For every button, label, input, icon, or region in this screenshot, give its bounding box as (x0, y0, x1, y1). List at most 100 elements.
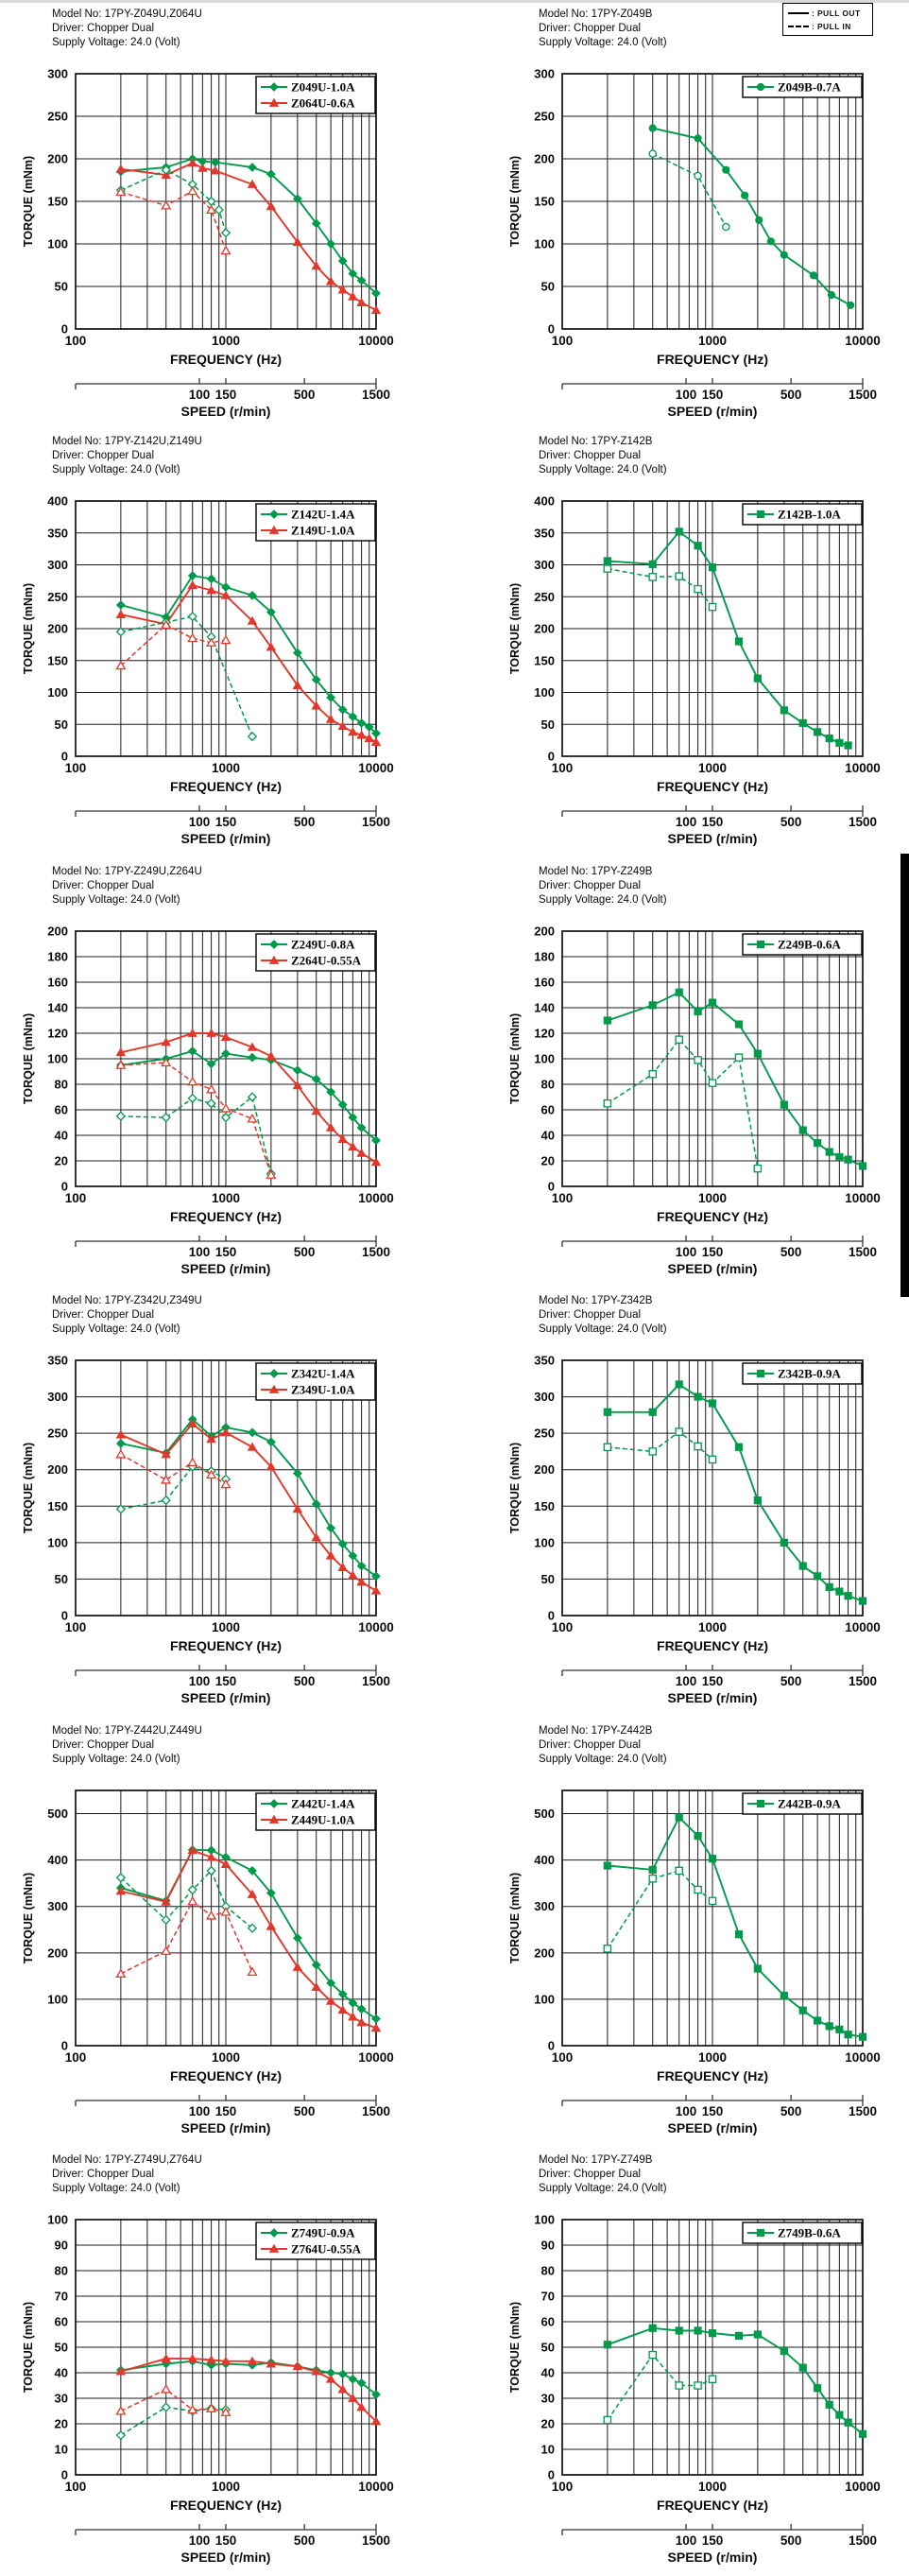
chart-header: Model No: 17PY-Z342B Driver: Chopper Dua… (539, 1294, 667, 1337)
svg-text:Z264U-0.55A: Z264U-0.55A (291, 954, 362, 968)
series-pull_out-0 (603, 527, 852, 750)
gridlines (562, 1359, 863, 1616)
series-pull_out-0 (603, 988, 867, 1170)
svg-text:120: 120 (534, 1027, 555, 1041)
svg-text:150: 150 (215, 2533, 237, 2548)
svg-text:100: 100 (47, 237, 68, 251)
series-pull_out-1 (115, 158, 382, 315)
svg-text:90: 90 (541, 2239, 555, 2253)
x-axis-tick-labels: 100 1000 10000 (552, 1620, 881, 1634)
svg-text:160: 160 (534, 976, 555, 990)
svg-text:100: 100 (552, 761, 574, 775)
svg-text:1000: 1000 (212, 2050, 240, 2065)
svg-text:Z249U-0.8A: Z249U-0.8A (291, 938, 355, 952)
svg-text:100: 100 (65, 2480, 87, 2494)
svg-text:200: 200 (534, 622, 555, 636)
svg-text:500: 500 (294, 1674, 316, 1688)
model-no: Model No: 17PY-Z249U,Z264U (52, 866, 202, 877)
model-no: Model No: 17PY-Z342B (539, 1295, 653, 1306)
svg-text:Z442B-0.9A: Z442B-0.9A (778, 1797, 841, 1811)
torque-axis-label: TORQUE (mNm) (508, 2302, 522, 2393)
y-axis-tick-labels: 0 50 100 150 200 250 300 350 (534, 1354, 555, 1623)
svg-text:150: 150 (215, 1674, 237, 1688)
svg-text:1500: 1500 (362, 388, 390, 402)
chart-header: Model No: 17PY-Z049B Driver: Chopper Dua… (539, 8, 667, 50)
svg-text:150: 150 (702, 2104, 724, 2118)
torque-axis-label: TORQUE (mNm) (508, 1013, 522, 1104)
y-axis-tick-labels: 0 50 100 150 200 250 300 350 400 (534, 494, 555, 764)
svg-text:10000: 10000 (845, 1191, 881, 1205)
svg-text:150: 150 (534, 1499, 555, 1513)
chart-cell-z249u: Model No: 17PY-Z249U,Z264U Driver: Chopp… (0, 857, 437, 1285)
model-no: Model No: 17PY-Z749U,Z764U (52, 2154, 202, 2166)
y-axis-tick-labels: 0 50 100 150 200 250 300 350 (47, 1354, 68, 1623)
svg-text:200: 200 (47, 1945, 68, 1960)
series-pull_in-3 (115, 185, 232, 255)
series-pull_out-1 (115, 579, 382, 747)
svg-text:150: 150 (702, 1245, 724, 1259)
supply-voltage-line: Supply Voltage: 24.0 (Volt) (539, 37, 667, 48)
speed-axis-label: SPEED (r/min) (668, 831, 758, 846)
svg-text:100: 100 (534, 1992, 555, 2006)
svg-text:1000: 1000 (698, 1620, 727, 1634)
supply-voltage-line: Supply Voltage: 24.0 (Volt) (539, 2183, 667, 2194)
svg-text:100: 100 (65, 1191, 87, 1205)
dashed-line-sample (788, 26, 809, 27)
model-no: Model No: 17PY-Z342U,Z349U (52, 1295, 202, 1306)
svg-text:0: 0 (548, 2039, 555, 2053)
svg-text:140: 140 (47, 1001, 68, 1015)
svg-text:200: 200 (534, 1462, 555, 1477)
svg-text:1500: 1500 (849, 2533, 877, 2548)
svg-text:1000: 1000 (212, 1620, 240, 1634)
driver-line: Driver: Chopper Dual (539, 23, 642, 34)
frequency-axis-label: FREQUENCY (Hz) (170, 1209, 282, 1224)
svg-text:300: 300 (534, 1899, 555, 1913)
driver-line: Driver: Chopper Dual (539, 1739, 642, 1751)
svg-text:150: 150 (215, 388, 237, 402)
svg-text:100: 100 (552, 1191, 574, 1205)
svg-text:100: 100 (676, 388, 697, 402)
svg-text:Z449U-1.0A: Z449U-1.0A (291, 1813, 355, 1827)
svg-text:100: 100 (189, 815, 211, 829)
speed-ruler: 100 150 500 1500 (561, 2095, 877, 2118)
svg-text:80: 80 (55, 1078, 68, 1092)
chart-header: Model No: 17PY-Z442B Driver: Chopper Dua… (539, 1724, 667, 1767)
svg-text:100: 100 (534, 1535, 555, 1549)
speed-axis-label: SPEED (r/min) (668, 2550, 758, 2565)
driver-line: Driver: Chopper Dual (539, 450, 642, 461)
svg-text:250: 250 (47, 1426, 68, 1441)
chart-cell-z049b: Model No: 17PY-Z049B Driver: Chopper Dua… (487, 0, 909, 427)
svg-text:250: 250 (47, 590, 68, 604)
svg-text:Z749U-0.9A: Z749U-0.9A (291, 2226, 355, 2240)
svg-text:150: 150 (534, 195, 555, 209)
svg-text:0: 0 (61, 1609, 68, 1623)
svg-text:0: 0 (548, 750, 555, 764)
svg-text:Z249B-0.6A: Z249B-0.6A (778, 938, 841, 952)
x-axis-tick-labels: 100 1000 10000 (552, 1191, 881, 1205)
svg-text:50: 50 (541, 280, 555, 294)
svg-text:0: 0 (61, 2039, 68, 2053)
torque-frequency-chart: 0 50 100 150 200 250 300 350 400 100 1000 10000 FREQ… (22, 494, 394, 847)
svg-text:10: 10 (541, 2443, 555, 2457)
series-pull_in-1 (603, 1866, 717, 1953)
x-axis-tick-labels: 100 1000 10000 (65, 1191, 394, 1205)
svg-text:0: 0 (61, 1180, 68, 1194)
svg-text:20: 20 (541, 2417, 555, 2431)
svg-text:150: 150 (47, 653, 68, 667)
pull-out-legend-row: : PULL OUT (788, 7, 867, 20)
chart-header: Model No: 17PY-Z749U,Z764U Driver: Chopp… (52, 2153, 202, 2196)
svg-text:50: 50 (541, 2341, 555, 2355)
gridlines (76, 1359, 376, 1616)
speed-axis-label: SPEED (r/min) (181, 2120, 271, 2135)
plot-border (75, 73, 377, 330)
svg-text:10000: 10000 (358, 334, 394, 348)
y-axis-tick-labels: 0 20 40 60 80 100 120 140 160 180 200 (47, 925, 68, 1194)
svg-text:10000: 10000 (845, 2480, 881, 2494)
svg-text:150: 150 (702, 388, 724, 402)
svg-text:180: 180 (534, 950, 555, 964)
svg-text:70: 70 (55, 2290, 68, 2304)
svg-text:100: 100 (676, 1674, 697, 1688)
pull-out-label: : PULL OUT (812, 9, 861, 18)
supply-voltage-line: Supply Voltage: 24.0 (Volt) (52, 2183, 180, 2194)
page-edge-black-bar (900, 854, 909, 1297)
